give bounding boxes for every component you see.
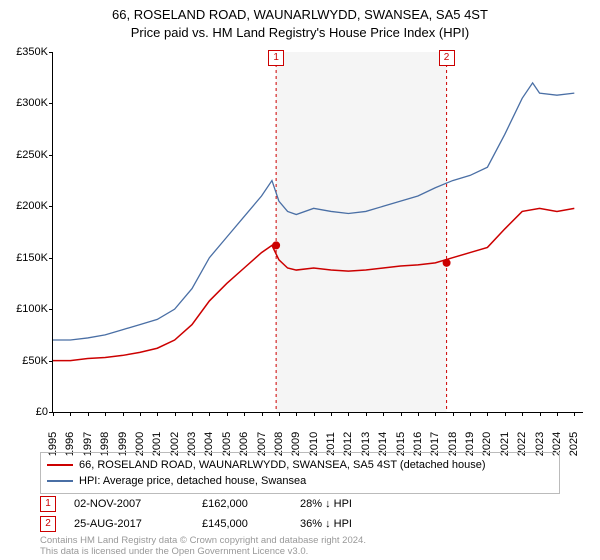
event-date: 25-AUG-2017 bbox=[74, 518, 184, 530]
legend-box: 66, ROSELAND ROAD, WAUNARLWYDD, SWANSEA,… bbox=[40, 452, 560, 494]
chart-plot-area: £0£50K£100K£150K£200K£250K£300K£350K1995… bbox=[52, 52, 583, 413]
y-axis-tick-label: £150K bbox=[3, 252, 48, 264]
legend-swatch bbox=[47, 480, 73, 482]
y-axis-tick-label: £100K bbox=[3, 303, 48, 315]
x-axis-tick-label: 2025 bbox=[568, 429, 580, 459]
event-diff: 36% ↓ HPI bbox=[300, 518, 390, 530]
footer-attribution: Contains HM Land Registry data © Crown c… bbox=[40, 536, 366, 558]
chart-svg bbox=[53, 52, 583, 412]
event-marker-2: 2 bbox=[439, 50, 455, 66]
sale-point-marker bbox=[443, 259, 451, 267]
legend-swatch bbox=[47, 464, 73, 466]
event-price: £162,000 bbox=[202, 498, 282, 510]
legend-row: 66, ROSELAND ROAD, WAUNARLWYDD, SWANSEA,… bbox=[47, 457, 553, 473]
legend-label: 66, ROSELAND ROAD, WAUNARLWYDD, SWANSEA,… bbox=[79, 459, 486, 471]
event-badge: 2 bbox=[40, 516, 56, 532]
event-marker-1: 1 bbox=[268, 50, 284, 66]
sale-point-marker bbox=[272, 241, 280, 249]
event-band bbox=[276, 52, 446, 412]
chart-title: 66, ROSELAND ROAD, WAUNARLWYDD, SWANSEA,… bbox=[0, 0, 600, 42]
event-price: £145,000 bbox=[202, 518, 282, 530]
legend-label: HPI: Average price, detached house, Swan… bbox=[79, 475, 306, 487]
y-axis-tick-label: £50K bbox=[3, 355, 48, 367]
y-axis-tick-label: £200K bbox=[3, 200, 48, 212]
legend-row: HPI: Average price, detached house, Swan… bbox=[47, 473, 553, 489]
title-address: 66, ROSELAND ROAD, WAUNARLWYDD, SWANSEA,… bbox=[0, 6, 600, 24]
event-diff: 28% ↓ HPI bbox=[300, 498, 390, 510]
event-row: 2 25-AUG-2017 £145,000 36% ↓ HPI bbox=[40, 514, 390, 534]
events-table: 1 02-NOV-2007 £162,000 28% ↓ HPI 2 25-AUG-201… bbox=[40, 494, 390, 534]
y-axis-tick-label: £350K bbox=[3, 46, 48, 58]
y-axis-tick-label: £0 bbox=[3, 406, 48, 418]
event-row: 1 02-NOV-2007 £162,000 28% ↓ HPI bbox=[40, 494, 390, 514]
title-subtitle: Price paid vs. HM Land Registry's House … bbox=[0, 24, 600, 42]
y-axis-tick-label: £250K bbox=[3, 149, 48, 161]
footer-line2: This data is licensed under the Open Gov… bbox=[40, 547, 366, 558]
event-date: 02-NOV-2007 bbox=[74, 498, 184, 510]
y-axis-tick-label: £300K bbox=[3, 97, 48, 109]
event-badge: 1 bbox=[40, 496, 56, 512]
